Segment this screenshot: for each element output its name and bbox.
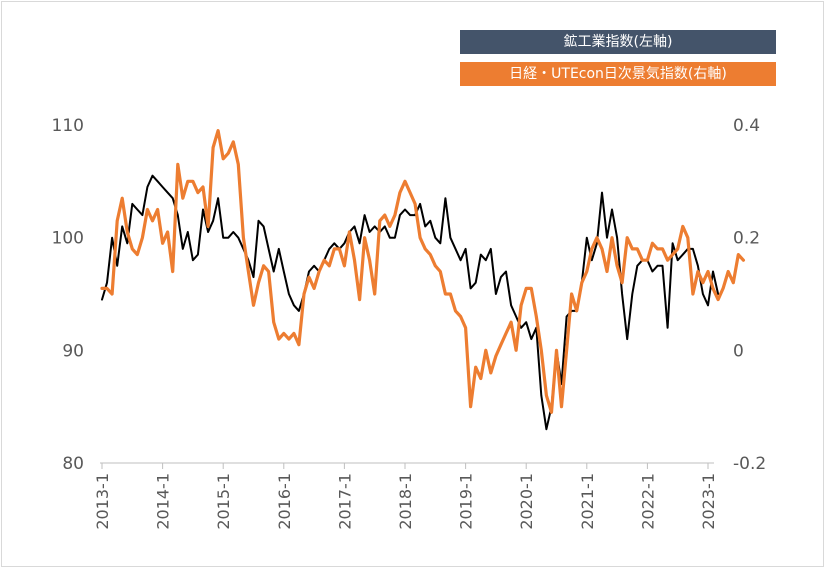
series-line-nikkei-uteco bbox=[100, 129, 746, 414]
y-right-tick-label: -0.2 bbox=[733, 454, 766, 474]
x-tick-label: 2015-1 bbox=[214, 473, 233, 530]
x-tick-label: 2016-1 bbox=[275, 473, 294, 530]
y-left-tick-label: 100 bbox=[52, 229, 84, 249]
x-tick-label: 2013-1 bbox=[93, 473, 112, 530]
legend-item-nikkei-uteco: 日経・UTEcon日次景気指数(右軸) bbox=[460, 62, 776, 86]
y-left-tick-label: 80 bbox=[62, 454, 84, 474]
y-left-tick-label: 90 bbox=[62, 341, 84, 361]
legend-label-nikkei-uteco: 日経・UTEcon日次景気指数(右軸) bbox=[509, 66, 727, 82]
y-left-tick-label: 110 bbox=[52, 116, 84, 136]
x-tick-label: 2022-1 bbox=[638, 473, 657, 530]
y-right-tick-label: 0.2 bbox=[733, 229, 760, 249]
x-tick-label: 2020-1 bbox=[517, 473, 536, 530]
x-tick-label: 2019-1 bbox=[457, 473, 476, 530]
x-tick-label: 2021-1 bbox=[578, 473, 597, 530]
x-tick-label: 2018-1 bbox=[396, 473, 415, 530]
y-right-tick-label: 0.4 bbox=[733, 116, 760, 136]
y-right-tick-label: 0 bbox=[733, 341, 744, 361]
legend-item-ip-index: 鉱工業指数(左軸) bbox=[460, 30, 776, 54]
legend-label-ip-index: 鉱工業指数(左軸) bbox=[563, 34, 673, 50]
x-tick-label: 2017-1 bbox=[335, 473, 354, 530]
x-tick-label: 2023-1 bbox=[699, 473, 718, 530]
x-tick-label: 2014-1 bbox=[154, 473, 173, 530]
series-line-ip-index bbox=[101, 174, 720, 431]
